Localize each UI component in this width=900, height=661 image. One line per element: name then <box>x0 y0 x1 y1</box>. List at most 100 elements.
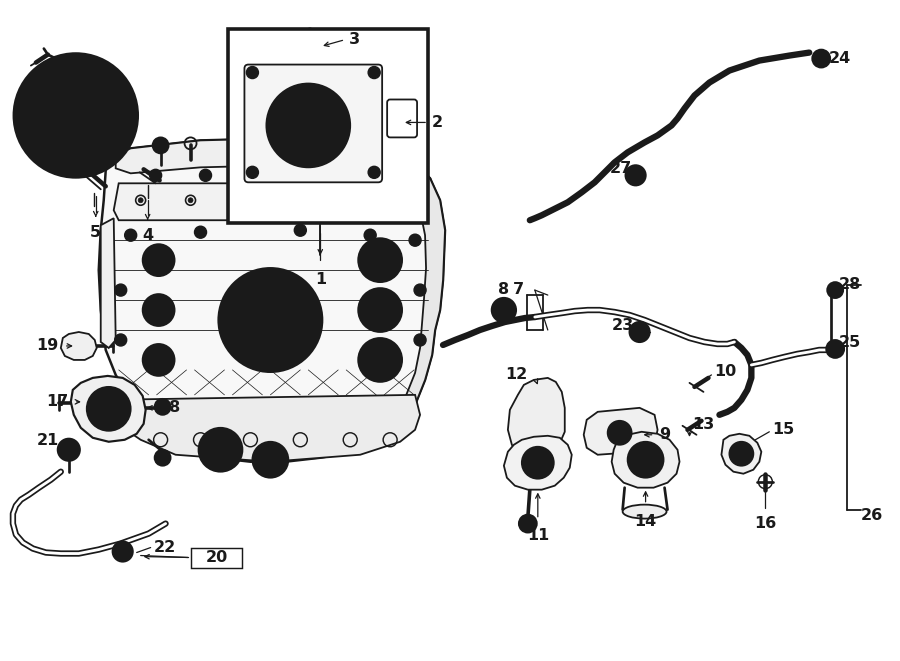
Circle shape <box>357 198 363 203</box>
Circle shape <box>247 67 258 79</box>
Circle shape <box>627 442 663 478</box>
Circle shape <box>58 439 80 461</box>
Circle shape <box>412 237 418 243</box>
Circle shape <box>278 95 338 155</box>
Circle shape <box>364 229 376 241</box>
Text: 5: 5 <box>90 225 102 240</box>
Circle shape <box>522 447 554 479</box>
Circle shape <box>300 169 311 181</box>
Circle shape <box>358 288 402 332</box>
Bar <box>229 28 428 223</box>
Polygon shape <box>116 138 430 185</box>
Text: 25: 25 <box>839 336 861 350</box>
Text: 7: 7 <box>513 282 524 297</box>
Circle shape <box>368 67 380 79</box>
Circle shape <box>630 322 650 342</box>
Circle shape <box>349 169 361 181</box>
Circle shape <box>149 169 162 181</box>
Circle shape <box>492 298 516 322</box>
Circle shape <box>114 334 127 346</box>
Circle shape <box>252 302 288 338</box>
Circle shape <box>139 198 143 203</box>
Text: 10: 10 <box>715 364 737 379</box>
Circle shape <box>155 399 171 415</box>
Text: 21: 21 <box>37 433 58 448</box>
Circle shape <box>199 428 242 472</box>
Text: 20: 20 <box>205 550 228 565</box>
Circle shape <box>155 449 171 466</box>
Circle shape <box>308 198 313 203</box>
Text: 24: 24 <box>829 51 851 66</box>
Circle shape <box>410 234 421 246</box>
Circle shape <box>261 451 279 469</box>
Circle shape <box>519 515 536 533</box>
Text: 28: 28 <box>839 276 861 292</box>
Circle shape <box>114 284 127 296</box>
Text: 11: 11 <box>526 527 549 543</box>
Text: 4: 4 <box>142 228 153 243</box>
Polygon shape <box>61 332 96 360</box>
Circle shape <box>358 238 402 282</box>
Circle shape <box>297 227 303 233</box>
Text: 3: 3 <box>349 32 360 47</box>
Text: 16: 16 <box>754 516 777 531</box>
Polygon shape <box>101 218 116 348</box>
Circle shape <box>417 287 423 293</box>
Circle shape <box>14 54 138 177</box>
Circle shape <box>417 337 423 343</box>
Circle shape <box>358 338 402 382</box>
Text: 15: 15 <box>772 422 795 438</box>
Circle shape <box>249 169 261 181</box>
Circle shape <box>58 97 94 134</box>
Text: 26: 26 <box>861 508 884 523</box>
Circle shape <box>112 541 132 561</box>
Circle shape <box>827 282 843 298</box>
Text: 6: 6 <box>32 100 42 116</box>
Text: 19: 19 <box>37 338 58 354</box>
Circle shape <box>128 232 134 238</box>
Circle shape <box>414 284 426 296</box>
Circle shape <box>142 344 175 376</box>
Circle shape <box>626 165 645 185</box>
Circle shape <box>252 442 288 478</box>
Text: 17: 17 <box>47 395 68 409</box>
Circle shape <box>261 311 279 329</box>
Circle shape <box>294 112 322 139</box>
Circle shape <box>530 455 545 471</box>
Polygon shape <box>584 408 658 455</box>
Text: 8: 8 <box>499 282 509 297</box>
Circle shape <box>368 167 380 178</box>
Circle shape <box>200 169 212 181</box>
Circle shape <box>103 403 114 415</box>
Text: 9: 9 <box>660 427 670 442</box>
Circle shape <box>294 224 306 236</box>
Circle shape <box>729 442 753 466</box>
Circle shape <box>266 83 350 167</box>
Ellipse shape <box>623 504 667 519</box>
Text: 23: 23 <box>611 317 634 332</box>
Circle shape <box>209 438 232 462</box>
Polygon shape <box>109 395 420 462</box>
Circle shape <box>142 244 175 276</box>
Text: 14: 14 <box>634 514 657 529</box>
Polygon shape <box>395 178 445 425</box>
Text: 1: 1 <box>315 272 326 287</box>
Circle shape <box>826 340 844 358</box>
Polygon shape <box>71 376 146 442</box>
Polygon shape <box>99 138 445 462</box>
Polygon shape <box>508 378 565 462</box>
Circle shape <box>188 198 193 203</box>
Circle shape <box>219 268 322 372</box>
Text: 13: 13 <box>692 417 715 432</box>
Circle shape <box>398 198 402 203</box>
Text: 12: 12 <box>506 368 527 383</box>
FancyBboxPatch shape <box>387 100 417 137</box>
Circle shape <box>96 397 121 421</box>
Circle shape <box>384 169 396 181</box>
Circle shape <box>608 421 632 445</box>
Text: 18: 18 <box>158 401 181 415</box>
Polygon shape <box>722 434 761 474</box>
Circle shape <box>414 334 426 346</box>
Circle shape <box>247 167 258 178</box>
FancyBboxPatch shape <box>245 65 382 182</box>
